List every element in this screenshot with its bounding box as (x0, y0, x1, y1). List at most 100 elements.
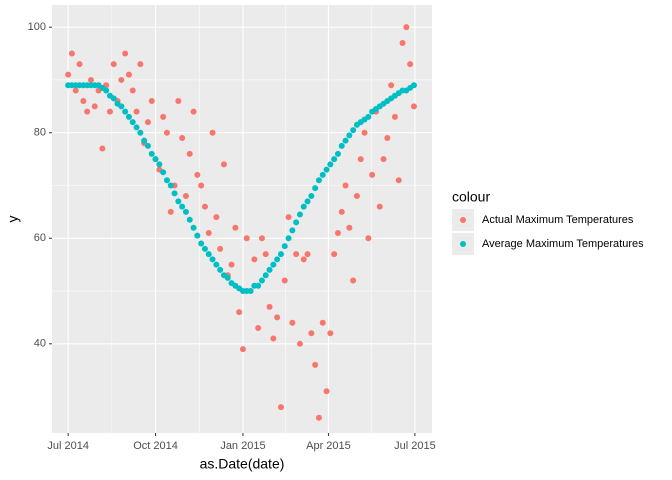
point (122, 108, 129, 115)
x-tick-label: Jul 2014 (47, 440, 89, 452)
point (201, 245, 208, 252)
point (289, 227, 296, 234)
point (84, 108, 91, 115)
point (315, 177, 322, 184)
point (125, 71, 132, 78)
point (258, 235, 265, 242)
point (186, 150, 193, 157)
point (76, 61, 83, 68)
point (331, 156, 338, 163)
point (369, 171, 376, 178)
point (277, 404, 284, 411)
point (255, 282, 262, 289)
point (266, 266, 273, 273)
point (350, 127, 357, 134)
point (338, 208, 345, 215)
point (129, 119, 136, 126)
point (361, 129, 368, 136)
point (99, 145, 106, 152)
legend-marker (460, 217, 466, 223)
point (144, 142, 151, 149)
point (179, 134, 186, 141)
point (217, 266, 224, 273)
y-tick-label: 40 (34, 338, 46, 350)
point (365, 235, 372, 242)
point (403, 24, 410, 31)
point (300, 256, 307, 263)
point (285, 214, 292, 221)
point (346, 132, 353, 139)
point (198, 240, 205, 247)
point (201, 203, 208, 210)
point (118, 103, 125, 110)
point (388, 82, 395, 89)
point (228, 261, 235, 268)
point (342, 137, 349, 144)
point (160, 113, 167, 120)
point (163, 177, 170, 184)
legend-label: Average Maximum Temperatures (482, 238, 644, 250)
point (293, 219, 300, 226)
point (137, 61, 144, 68)
point (110, 95, 117, 102)
point (353, 193, 360, 200)
point (319, 319, 326, 326)
point (357, 156, 364, 163)
panel (52, 5, 432, 433)
point (190, 108, 197, 115)
point (315, 414, 322, 421)
point (300, 203, 307, 210)
point (190, 224, 197, 231)
point (91, 103, 98, 110)
point (258, 277, 265, 284)
point (327, 330, 334, 337)
point (167, 208, 174, 215)
point (243, 235, 250, 242)
point (103, 87, 110, 94)
point (319, 171, 326, 178)
point (266, 303, 273, 310)
point (277, 251, 284, 258)
point (65, 71, 72, 78)
point (323, 166, 330, 173)
point (141, 137, 148, 144)
y-tick-label: 100 (28, 21, 46, 33)
point (213, 214, 220, 221)
point (304, 251, 311, 258)
point (380, 156, 387, 163)
point (106, 108, 113, 115)
point (179, 203, 186, 210)
point (312, 361, 319, 368)
point (289, 319, 296, 326)
point (281, 243, 288, 250)
point (236, 309, 243, 316)
point (148, 98, 155, 105)
point (274, 256, 281, 263)
point (213, 261, 220, 268)
point (308, 193, 315, 200)
point (137, 129, 144, 136)
point (281, 277, 288, 284)
point (217, 245, 224, 252)
point (350, 277, 357, 284)
x-tick-label: Jan 2015 (220, 440, 265, 452)
point (194, 232, 201, 239)
point (262, 272, 269, 279)
point (133, 108, 140, 115)
point (80, 98, 87, 105)
point (133, 124, 140, 131)
point (122, 50, 129, 57)
point (338, 142, 345, 149)
point (376, 203, 383, 210)
point (312, 185, 319, 192)
point (308, 330, 315, 337)
point (160, 169, 167, 176)
point (110, 61, 117, 68)
point (410, 82, 417, 89)
point (118, 76, 125, 83)
x-axis-title: as.Date(date) (200, 456, 285, 472)
point (125, 113, 132, 120)
point (342, 182, 349, 189)
point (285, 235, 292, 242)
point (175, 98, 182, 105)
